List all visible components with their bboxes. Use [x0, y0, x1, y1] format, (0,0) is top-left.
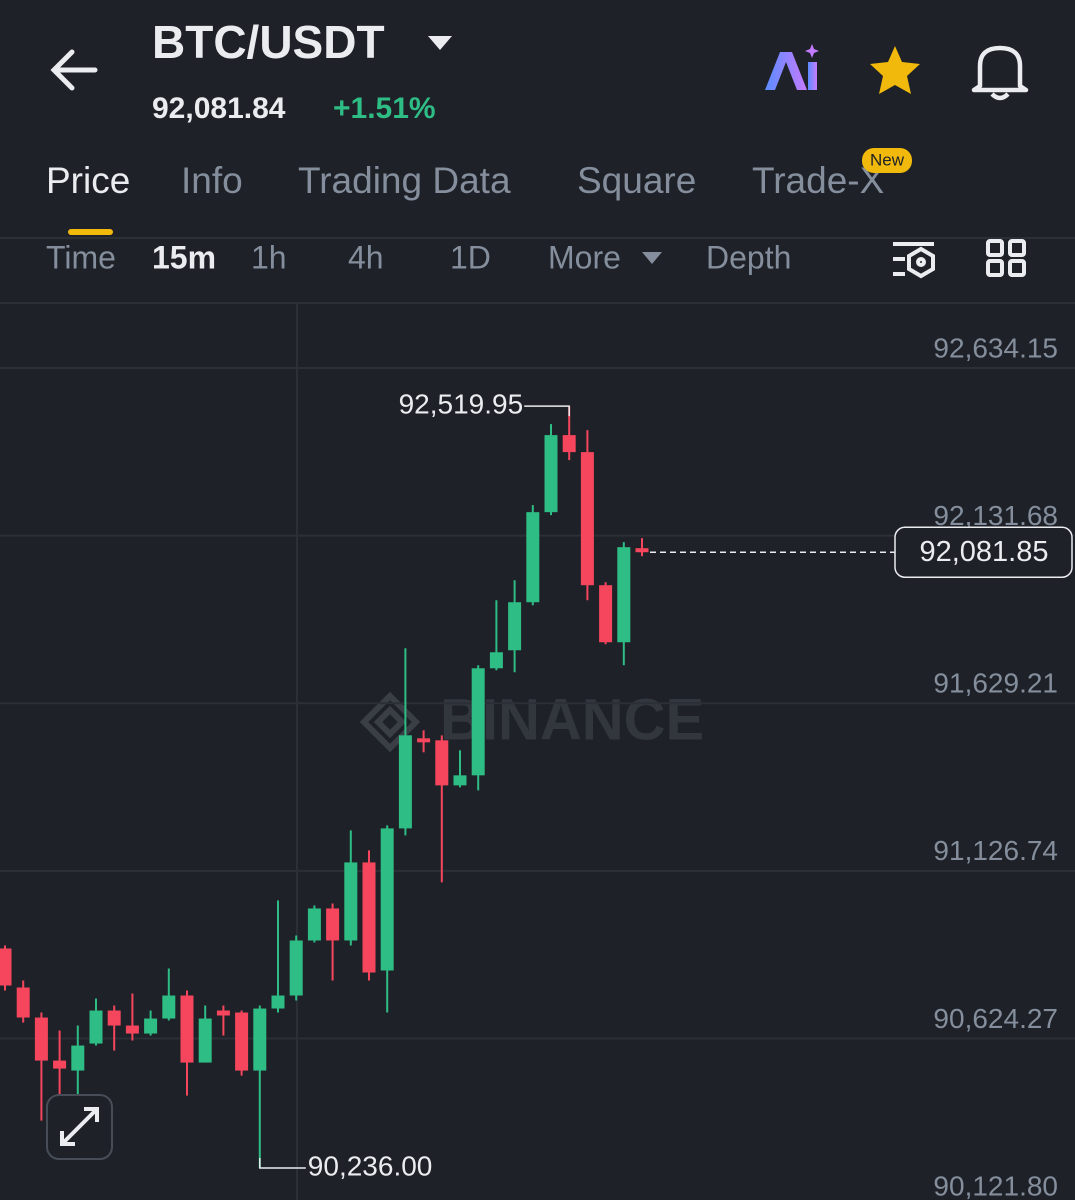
new-badge — [862, 148, 912, 173]
ai-button[interactable] — [765, 44, 819, 90]
candle-body — [326, 908, 340, 941]
high-marker-line — [524, 405, 570, 417]
candle-body — [216, 1010, 230, 1016]
last-price-tag — [894, 526, 1073, 578]
candle-body — [144, 1018, 158, 1034]
high-label: 92,519.95 — [399, 388, 524, 419]
candle-body — [235, 1012, 249, 1071]
last-price: 92,081.84 — [152, 92, 286, 125]
active-tab-indicator — [68, 229, 113, 235]
candle-body — [398, 735, 412, 829]
pair-dropdown[interactable] — [428, 36, 452, 50]
tab[interactable]: Info — [181, 160, 243, 201]
candle-body — [435, 740, 449, 786]
candle-body — [362, 862, 376, 973]
candle-body — [417, 738, 431, 743]
indicator-settings-button[interactable] — [893, 242, 935, 279]
tab[interactable]: Price — [46, 160, 130, 201]
fullscreen-button[interactable] — [46, 1094, 113, 1160]
candle-body — [162, 995, 176, 1019]
candle-body — [107, 1010, 121, 1026]
candle-body — [508, 602, 522, 651]
candle-body — [16, 987, 30, 1018]
candle-body — [34, 1017, 48, 1061]
candle-body — [289, 940, 303, 996]
last-price-label: 92,081.85 — [919, 536, 1048, 568]
layout-button[interactable] — [986, 239, 1026, 277]
interval-tab[interactable]: 1D — [450, 239, 491, 275]
candle-body — [617, 547, 631, 643]
interval-tab[interactable]: Time — [46, 239, 116, 275]
interval-tab[interactable]: 15m — [152, 239, 216, 275]
interval-tab[interactable]: More — [548, 239, 621, 275]
candle-body — [471, 668, 485, 776]
candle-body — [599, 585, 613, 643]
candle-body — [180, 995, 194, 1063]
candle-body — [53, 1060, 67, 1069]
candle-body — [344, 862, 358, 941]
pair-title[interactable]: BTC/USDT — [152, 16, 385, 68]
candle-body — [125, 1025, 139, 1034]
interval-tab[interactable]: 1h — [251, 239, 287, 275]
interval-tab[interactable]: 4h — [348, 239, 384, 275]
candle-body — [271, 995, 285, 1009]
alert-button[interactable] — [971, 45, 1029, 101]
candle-body — [580, 452, 594, 586]
candle-body — [253, 1008, 267, 1071]
candle-body — [562, 435, 576, 453]
y-tick-label: 91,126.74 — [933, 835, 1058, 866]
favorite-button[interactable] — [870, 46, 920, 94]
candle-body — [307, 908, 321, 941]
candle-body — [71, 1045, 85, 1071]
candle-body — [380, 828, 394, 971]
candle-body — [526, 512, 540, 603]
y-tick-label: 90,121.80 — [933, 1170, 1058, 1200]
candle-body — [489, 652, 503, 669]
candle-body — [0, 948, 12, 986]
y-tick-label: 91,629.21 — [933, 668, 1058, 699]
y-tick-label: 90,624.27 — [933, 1003, 1058, 1034]
y-tick-label: 92,634.15 — [933, 332, 1058, 363]
new-badge-text: New — [870, 150, 905, 169]
candle-body — [544, 435, 558, 513]
watermark-logo — [359, 691, 421, 753]
low-label: 90,236.00 — [308, 1150, 433, 1181]
price-change: +1.51% — [333, 92, 436, 125]
y-tick-label: 92,131.68 — [933, 500, 1058, 531]
tab[interactable]: Square — [577, 160, 696, 201]
low-marker-line — [259, 1157, 306, 1169]
back-button[interactable] — [50, 49, 98, 91]
candle-body — [635, 548, 649, 553]
candle-body — [453, 775, 467, 786]
more-dropdown[interactable] — [642, 252, 662, 264]
tab[interactable]: Trading Data — [298, 160, 511, 201]
interval-tab[interactable]: Depth — [706, 239, 791, 275]
candle-body — [198, 1018, 212, 1063]
tab[interactable]: Trade-X — [752, 160, 884, 201]
candle-body — [89, 1010, 103, 1044]
